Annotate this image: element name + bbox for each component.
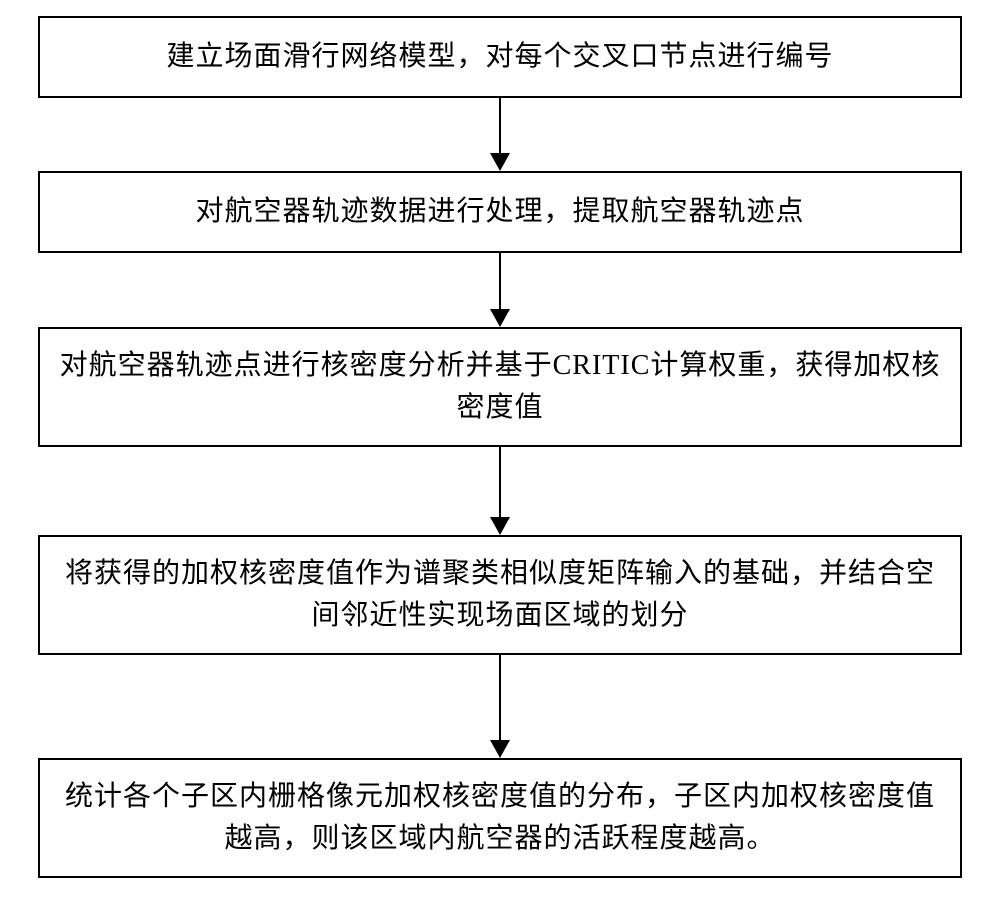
flow-arrow-4-head	[490, 740, 510, 758]
flow-node-1: 建立场面滑行网络模型，对每个交叉口节点进行编号	[38, 16, 962, 98]
flow-node-4-text: 将获得的加权核密度值作为谱聚类相似度矩阵输入的基础，并结合空间邻近性实现场面区域…	[56, 553, 944, 637]
flow-node-4: 将获得的加权核密度值作为谱聚类相似度矩阵输入的基础，并结合空间邻近性实现场面区域…	[38, 535, 962, 655]
flow-node-1-text: 建立场面滑行网络模型，对每个交叉口节点进行编号	[166, 36, 833, 78]
flow-arrow-1-line	[499, 98, 501, 153]
flow-node-2-text: 对航空器轨迹数据进行处理，提取航空器轨迹点	[195, 191, 804, 233]
flow-arrow-4-line	[499, 655, 501, 740]
flow-node-5: 统计各个子区内栅格像元加权核密度值的分布，子区内加权核密度值越高，则该区域内航空…	[38, 758, 962, 878]
flow-arrow-2-head	[490, 309, 510, 327]
flow-node-3-text: 对航空器轨迹点进行核密度分析并基于CRITIC计算权重，获得加权核密度值	[56, 345, 944, 429]
flow-node-3: 对航空器轨迹点进行核密度分析并基于CRITIC计算权重，获得加权核密度值	[38, 327, 962, 447]
flow-node-5-text: 统计各个子区内栅格像元加权核密度值的分布，子区内加权核密度值越高，则该区域内航空…	[56, 776, 944, 860]
flow-node-2: 对航空器轨迹数据进行处理，提取航空器轨迹点	[38, 171, 962, 253]
flow-arrow-2-line	[499, 253, 501, 309]
flow-arrow-3-line	[499, 447, 501, 517]
flow-arrow-1-head	[490, 153, 510, 171]
flowchart-canvas: 建立场面滑行网络模型，对每个交叉口节点进行编号 对航空器轨迹数据进行处理，提取航…	[0, 0, 1000, 919]
flow-arrow-3-head	[490, 517, 510, 535]
